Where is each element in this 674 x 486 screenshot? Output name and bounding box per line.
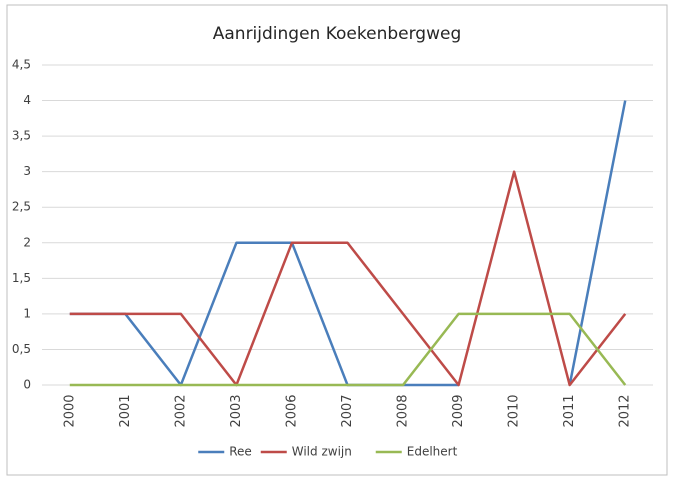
x-tick-label: 2001	[118, 394, 133, 427]
y-tick-label: 1,5	[12, 271, 31, 285]
x-tick-label: 2011	[562, 394, 577, 427]
x-tick-label: 2012	[618, 394, 633, 427]
y-tick-label: 4,5	[12, 58, 31, 72]
x-tick-label: 2006	[284, 394, 299, 427]
y-tick-label: 0	[23, 378, 31, 392]
x-tick-label: 2009	[451, 394, 466, 427]
legend-label: Ree	[229, 445, 252, 459]
y-tick-label: 0,5	[12, 342, 31, 356]
chart-title: Aanrijdingen Koekenbergweg	[213, 24, 462, 44]
x-tick-label: 2003	[229, 394, 244, 427]
x-tick-label: 2002	[173, 394, 188, 427]
series-line	[69, 312, 627, 387]
y-tick-label: 2	[23, 235, 31, 249]
y-tick-label: 3,5	[12, 129, 31, 143]
x-tick-label: 2008	[396, 394, 411, 427]
y-tick-label: 4	[23, 93, 31, 107]
series-line	[69, 170, 627, 387]
y-tick-label: 3	[23, 164, 31, 178]
x-tick-label: 2010	[507, 394, 522, 427]
x-tick-label: 2007	[340, 394, 355, 427]
y-tick-label: 1	[23, 306, 31, 320]
legend-label: Wild zwijn	[292, 445, 352, 459]
y-tick-label: 2,5	[12, 200, 31, 214]
x-tick-label: 2000	[62, 394, 77, 427]
legend-label: Edelhert	[407, 445, 458, 459]
chart-border	[6, 4, 668, 476]
